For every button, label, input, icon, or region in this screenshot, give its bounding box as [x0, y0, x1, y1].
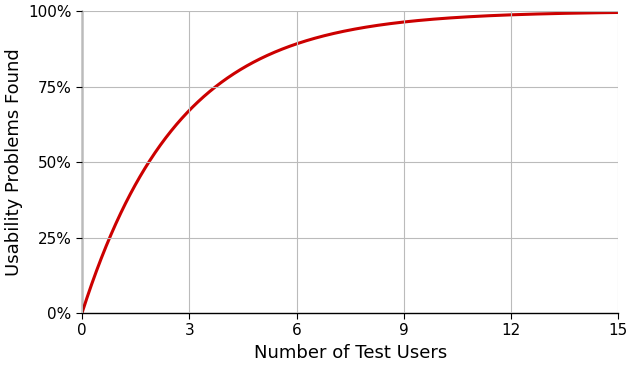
X-axis label: Number of Test Users: Number of Test Users — [254, 344, 447, 362]
Y-axis label: Usability Problems Found: Usability Problems Found — [4, 48, 23, 276]
